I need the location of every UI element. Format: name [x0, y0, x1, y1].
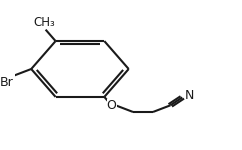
Text: O: O	[107, 99, 117, 112]
Text: CH₃: CH₃	[34, 16, 55, 29]
Text: N: N	[185, 89, 194, 102]
Text: Br: Br	[0, 76, 13, 89]
